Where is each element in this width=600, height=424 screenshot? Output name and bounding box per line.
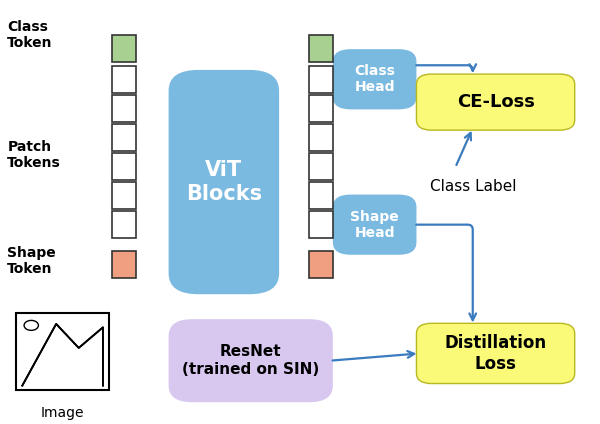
Bar (309, 251, 333, 278)
Text: Class
Token: Class Token (7, 20, 53, 50)
Text: CE-Loss: CE-Loss (457, 93, 535, 111)
Text: Class
Head: Class Head (354, 64, 395, 95)
FancyBboxPatch shape (169, 319, 333, 402)
Text: ResNet
(trained on SIN): ResNet (trained on SIN) (182, 344, 319, 377)
Bar (112, 66, 136, 93)
Text: Shape
Head: Shape Head (350, 209, 399, 240)
Bar (309, 95, 333, 122)
FancyBboxPatch shape (333, 195, 416, 255)
Bar (309, 211, 333, 238)
Bar (309, 182, 333, 209)
FancyBboxPatch shape (416, 324, 575, 384)
Text: ViT
Blocks: ViT Blocks (186, 160, 262, 204)
Bar (112, 153, 136, 180)
Bar (309, 66, 333, 93)
Text: Patch
Tokens: Patch Tokens (7, 140, 61, 170)
Bar (112, 211, 136, 238)
Bar (112, 124, 136, 151)
Bar (112, 35, 136, 61)
Bar (309, 153, 333, 180)
Text: Distillation
Loss: Distillation Loss (445, 334, 547, 373)
Bar (112, 182, 136, 209)
FancyBboxPatch shape (333, 49, 416, 109)
FancyBboxPatch shape (169, 70, 279, 294)
Bar (309, 35, 333, 61)
Bar (112, 251, 136, 278)
Bar (16, 313, 109, 390)
FancyBboxPatch shape (416, 74, 575, 130)
Bar (309, 124, 333, 151)
Text: Shape
Token: Shape Token (7, 246, 56, 276)
Text: Image: Image (41, 406, 85, 420)
Text: Class Label: Class Label (430, 179, 517, 194)
Bar (112, 95, 136, 122)
